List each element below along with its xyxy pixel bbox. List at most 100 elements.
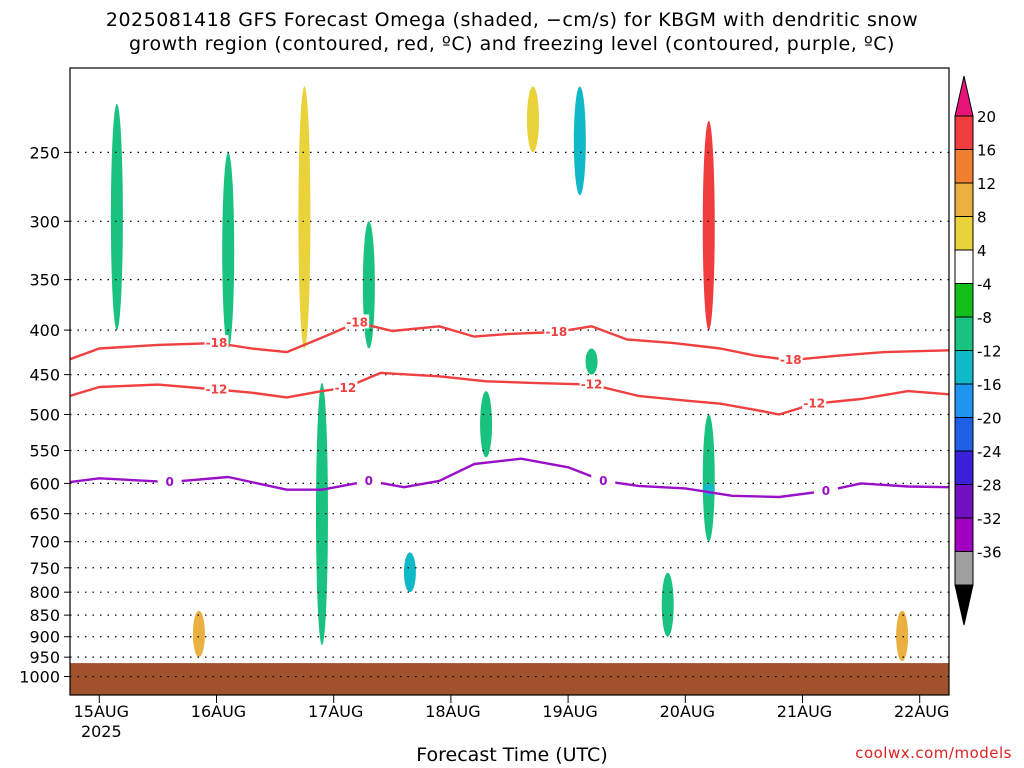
omega-region	[573, 86, 586, 196]
contour-label: 0	[822, 484, 830, 498]
contour-label-layer: -18 -18 -18 -18 -12 -12 -12 -12 0 0 0 0	[157, 314, 838, 498]
y-tick-label: 800	[29, 583, 60, 602]
x-tick-label: 18AUG	[425, 702, 480, 721]
x-axis-title: Forecast Time (UTC)	[416, 744, 608, 766]
y-tick-label: 350	[29, 271, 60, 290]
chart-title-line-2: growth region (contoured, red, ºC) and f…	[129, 33, 895, 55]
chart-title-line-1: 2025081418 GFS Forecast Omega (shaded, −…	[105, 9, 919, 31]
x-tick-label: 15AUG	[74, 702, 129, 721]
x-tick-label: 19AUG	[542, 702, 597, 721]
omega-region	[526, 86, 539, 153]
colorbar-cell	[954, 182, 974, 217]
colorbar-cell	[954, 517, 974, 552]
colorbar-label: -20	[977, 410, 1002, 428]
colorbar-cell	[954, 249, 974, 284]
x-tick-label: 22AUG	[894, 702, 949, 721]
contour-label-bg	[778, 352, 803, 367]
contour-label-bg	[333, 379, 358, 394]
y-tick-label: 300	[29, 212, 60, 231]
y-tick-label: 450	[29, 366, 60, 385]
y-tick-label: 950	[29, 648, 60, 667]
y-tick-label: 550	[29, 442, 60, 461]
omega-region	[896, 610, 909, 662]
contour-label: -18	[206, 336, 228, 350]
credit-link[interactable]: coolwx.com/models	[855, 744, 1012, 762]
contour-label: -12	[581, 378, 603, 392]
omega-region	[128, 120, 141, 291]
colorbar-cell	[954, 383, 974, 418]
colorbar-cell	[954, 551, 974, 586]
colorbar-label: -4	[977, 276, 992, 294]
contour-label-bg	[591, 472, 616, 487]
omega-region	[110, 104, 123, 331]
omega-region	[222, 152, 235, 349]
colorbar-label: 12	[977, 175, 996, 193]
colorbar-cell	[954, 484, 974, 519]
contour-label: 0	[165, 475, 173, 489]
omega-shading-layer	[70, 86, 949, 695]
surface-band	[70, 663, 949, 695]
contour-label-bg	[204, 335, 229, 350]
y-axis: 250 300 350 400 450 500 550 600 650 700 750 800 850 9…	[19, 143, 70, 687]
omega-region	[702, 414, 715, 542]
colorbar-cell	[954, 450, 974, 485]
y-tick-label: 900	[29, 628, 60, 647]
x-tick-label: 21AUG	[777, 702, 832, 721]
colorbar-label: -16	[977, 376, 1002, 394]
y-tick-label: 750	[29, 559, 60, 578]
omega-region	[702, 120, 715, 331]
x-year-label: 2025	[81, 722, 122, 741]
colorbar-label: 4	[977, 242, 987, 260]
colorbar-label: -12	[977, 343, 1002, 361]
x-axis: 15AUG 16AUG 17AUG 18AUG 19AUG 20AUG 21AUG 22AUG…	[74, 695, 949, 741]
x-tick-label: 16AUG	[191, 702, 246, 721]
contour-label: -12	[335, 381, 357, 395]
omega-region	[298, 86, 311, 349]
contour-label: -12	[206, 382, 228, 396]
colorbar-cell	[954, 283, 974, 318]
contour-label-bg	[345, 314, 370, 329]
y-tick-label: 250	[29, 143, 60, 162]
contour-line	[70, 371, 949, 416]
colorbar-cell	[954, 417, 974, 452]
x-tick-label: 20AUG	[660, 702, 715, 721]
colorbar-label: -36	[977, 544, 1002, 562]
contour-layer	[70, 321, 949, 499]
contour-line	[70, 457, 949, 499]
y-tick-label: 650	[29, 505, 60, 524]
y-tick-label: 600	[29, 474, 60, 493]
contour-label: -18	[780, 353, 802, 367]
contour-label: -12	[803, 397, 825, 411]
contour-label: 0	[599, 474, 607, 488]
chart-title: 2025081418 GFS Forecast Omega (shaded, −…	[0, 8, 1024, 56]
contour-label-bg	[579, 376, 604, 391]
omega-region	[831, 86, 844, 484]
colorbar-cell	[954, 216, 974, 251]
contour-label-bg	[204, 381, 229, 396]
omega-region	[661, 572, 674, 637]
colorbar-top-arrow	[954, 75, 974, 117]
colorbar-label: -28	[977, 477, 1002, 495]
colorbar-cell	[954, 115, 974, 150]
colorbar-label: 8	[977, 209, 987, 227]
contour-label: -18	[346, 315, 368, 329]
colorbar-label: 20	[977, 108, 996, 126]
contour-line	[70, 321, 949, 362]
omega-region	[315, 382, 328, 646]
plot-frame	[69, 67, 950, 696]
omega-region	[585, 348, 598, 375]
contour-label-bg	[544, 323, 569, 338]
colorbar-cell	[954, 149, 974, 184]
colorbar-cell	[954, 316, 974, 351]
y-tick-label: 500	[29, 405, 60, 424]
contour-label-bg	[356, 472, 381, 487]
colorbar-label: -8	[977, 309, 992, 327]
colorbar-label: -24	[977, 443, 1002, 461]
colorbar-bottom-arrow	[954, 584, 974, 626]
y-tick-label: 700	[29, 533, 60, 552]
contour-label-bg	[157, 474, 182, 489]
x-tick-label: 17AUG	[308, 702, 363, 721]
contour-label: -18	[546, 325, 568, 339]
omega-region	[480, 391, 493, 458]
